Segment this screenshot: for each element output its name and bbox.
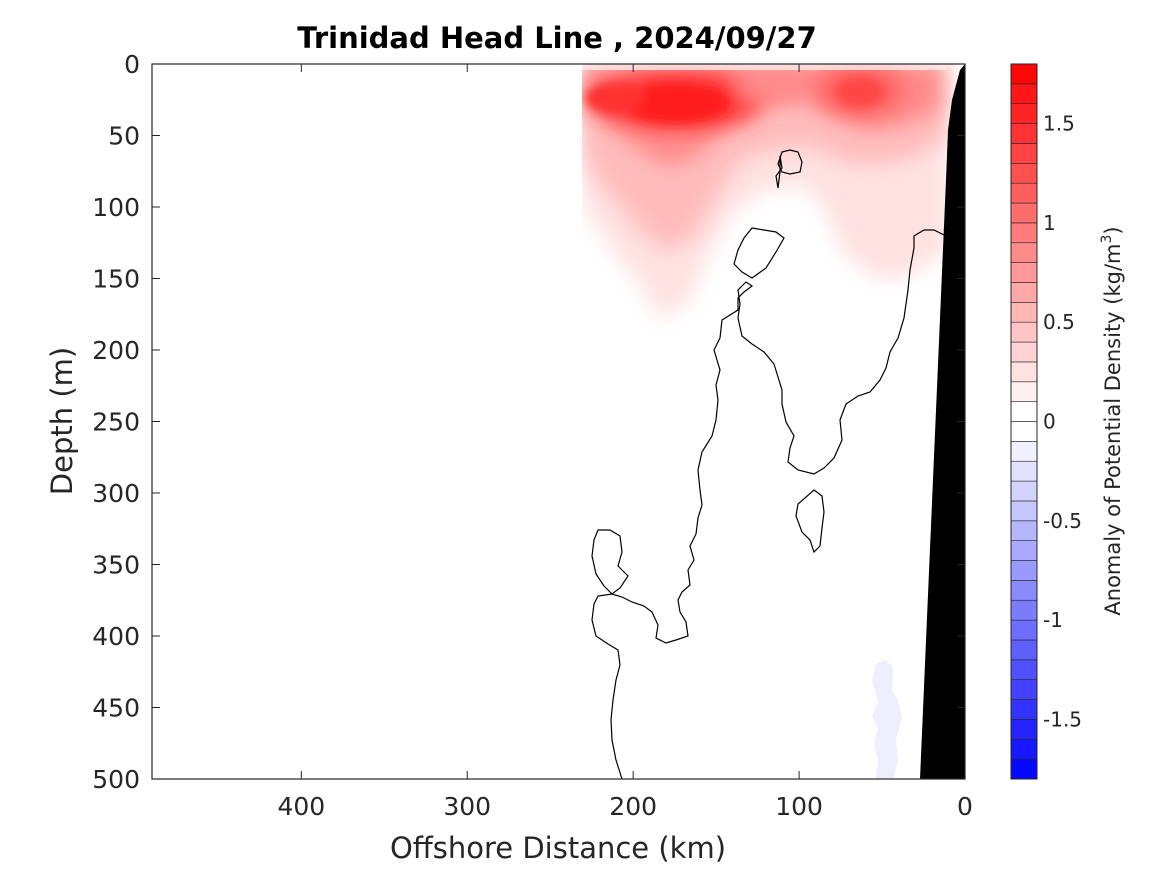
colorbar-bin xyxy=(1010,123,1038,144)
colorbar-bin xyxy=(1010,480,1038,502)
colorbar-bin xyxy=(1010,202,1038,224)
colorbar-bin xyxy=(1010,341,1038,363)
colorbar-bin xyxy=(1010,639,1038,661)
colorbar-bin xyxy=(1010,520,1038,541)
x-tick-label: 400 xyxy=(277,792,325,821)
colorbar-bin xyxy=(1010,321,1038,343)
colorbar-bin xyxy=(1010,460,1038,482)
colorbar-bin xyxy=(1010,719,1038,740)
y-tick-label: 0 xyxy=(124,50,140,79)
colorbar-bin xyxy=(1010,401,1038,422)
colorbar-label-close: ) xyxy=(1101,226,1125,234)
colorbar-bin xyxy=(1010,540,1038,561)
colorbar-tick-label: 1.5 xyxy=(1043,112,1075,136)
zero-contour-blob-5 xyxy=(591,529,629,595)
zero-contour-main xyxy=(591,229,947,779)
colorbar-bin xyxy=(1010,381,1038,402)
x-axis-label: Offshore Distance (km) xyxy=(390,831,726,865)
colorbar-label-main: Anomaly of Potential Density (kg/m xyxy=(1101,244,1125,616)
colorbar-bin xyxy=(1010,580,1038,601)
colorbar-bin xyxy=(1010,83,1038,105)
colorbar-bin xyxy=(1010,560,1038,581)
colorbar-bin xyxy=(1010,302,1038,323)
colorbar-bin xyxy=(1010,659,1038,680)
density-anomaly-field xyxy=(582,64,948,779)
colorbar-bin xyxy=(1010,441,1038,462)
colorbar-bin xyxy=(1010,63,1038,85)
colorbar-tick-label: -1.5 xyxy=(1043,707,1082,731)
colorbar-tick-label: 1 xyxy=(1043,211,1056,235)
colorbar-bin xyxy=(1010,361,1038,383)
zero-contour-blob-2 xyxy=(733,227,785,279)
zero-contour-blob-3 xyxy=(777,149,803,175)
colorbar-bin xyxy=(1010,242,1038,263)
colorbar-bin xyxy=(1010,421,1038,442)
y-tick-label: 350 xyxy=(92,551,140,580)
colorbar-bin xyxy=(1010,282,1038,303)
chart-title: Trinidad Head Line , 2024/09/27 xyxy=(297,21,817,55)
colorbar-bin xyxy=(1010,599,1038,621)
colorbar-bin xyxy=(1010,679,1038,700)
colorbar-bin xyxy=(1010,103,1038,124)
bathymetry xyxy=(920,64,965,779)
colorbar-bin xyxy=(1010,738,1038,760)
colorbar-outline xyxy=(1010,63,1038,780)
y-tick-label: 150 xyxy=(92,265,140,294)
colorbar-tick-label: 0 xyxy=(1043,410,1056,434)
negative-anomaly-patch xyxy=(872,660,902,779)
y-axis-label: Depth (m) xyxy=(45,347,79,495)
colorbar-bin xyxy=(1010,619,1038,641)
zero-contour-blob-4 xyxy=(795,489,825,554)
colorbar xyxy=(1010,63,1038,780)
x-tick-label: 200 xyxy=(609,792,657,821)
colorbar-tick-label: -1 xyxy=(1043,608,1063,632)
y-tick-label: 400 xyxy=(92,622,140,651)
y-tick-label: 250 xyxy=(92,408,140,437)
zero-contours xyxy=(591,149,947,779)
colorbar-bin xyxy=(1010,143,1038,164)
y-tick-label: 500 xyxy=(92,765,140,794)
x-tick-label: 0 xyxy=(957,792,973,821)
x-tick-label: 300 xyxy=(443,792,491,821)
y-axis-ticks: 0 50 100 150 200 250 300 350 400 450 500 xyxy=(92,50,965,794)
y-tick-label: 200 xyxy=(92,336,140,365)
y-tick-label: 100 xyxy=(92,193,140,222)
colorbar-label-superscript: 3 xyxy=(1099,235,1115,244)
colorbar-tick-label: 0.5 xyxy=(1043,310,1075,334)
colorbar-bin xyxy=(1010,182,1038,204)
colorbar-ticks: 1.5 1 0.5 0 -0.5 -1 -1.5 xyxy=(1043,112,1082,732)
y-tick-label: 50 xyxy=(108,122,140,151)
colorbar-bin xyxy=(1010,262,1038,283)
colorbar-bin xyxy=(1010,500,1038,522)
y-tick-label: 450 xyxy=(92,694,140,723)
x-axis-ticks: 400 300 200 100 0 xyxy=(277,64,973,821)
colorbar-bin xyxy=(1010,163,1038,184)
x-tick-label: 100 xyxy=(775,792,823,821)
y-tick-label: 300 xyxy=(92,479,140,508)
colorbar-bin xyxy=(1010,699,1038,720)
colorbar-tick-label: -0.5 xyxy=(1043,509,1082,533)
colorbar-label: Anomaly of Potential Density (kg/m3) xyxy=(1099,226,1125,615)
colorbar-bin xyxy=(1010,222,1038,244)
colorbar-bin xyxy=(1010,758,1038,780)
